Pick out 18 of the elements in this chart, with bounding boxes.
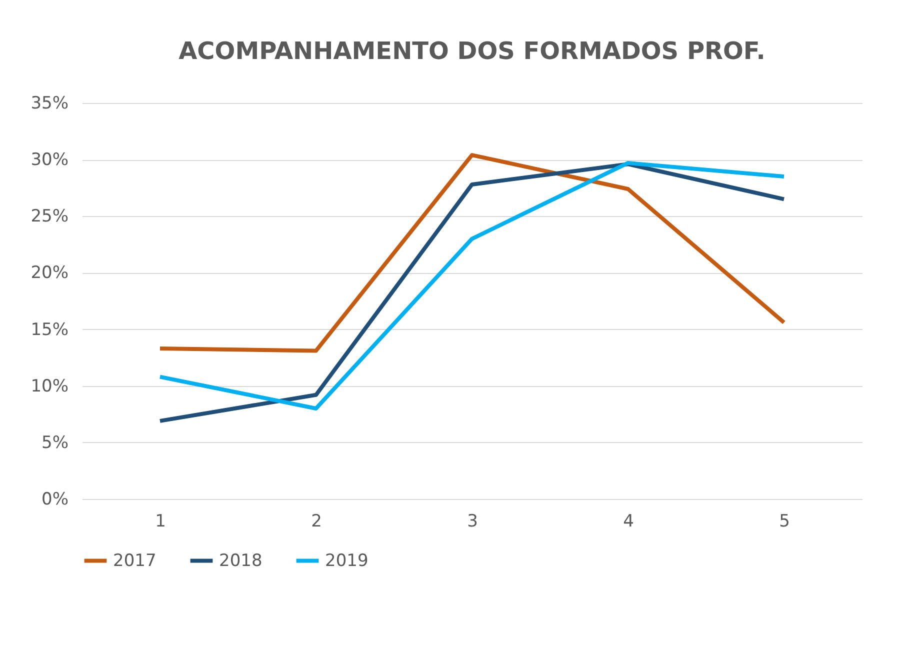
y-tick-label: 30% [30,150,68,170]
chart-title: ACOMPANHAMENTO DOS FORMADOS PROF. [178,37,766,65]
legend-label: 2017 [113,550,156,571]
x-tick-label: 5 [779,512,790,532]
legend-label: 2019 [325,550,368,571]
x-tick-label: 3 [467,512,478,532]
line-series [158,153,786,353]
y-tick-label: 15% [30,320,68,340]
y-tick-label: 0% [42,490,68,510]
y-tick-label: 20% [30,263,68,284]
y-tick-label: 5% [42,432,68,453]
x-tick-label: 2 [311,512,322,532]
y-tick-label: 10% [30,376,68,396]
x-tick-label: 1 [155,512,166,532]
legend-label: 2018 [219,550,262,571]
x-tick-label: 4 [623,512,634,532]
y-tick-label: 35% [30,94,68,114]
y-tick-label: 25% [30,206,68,227]
